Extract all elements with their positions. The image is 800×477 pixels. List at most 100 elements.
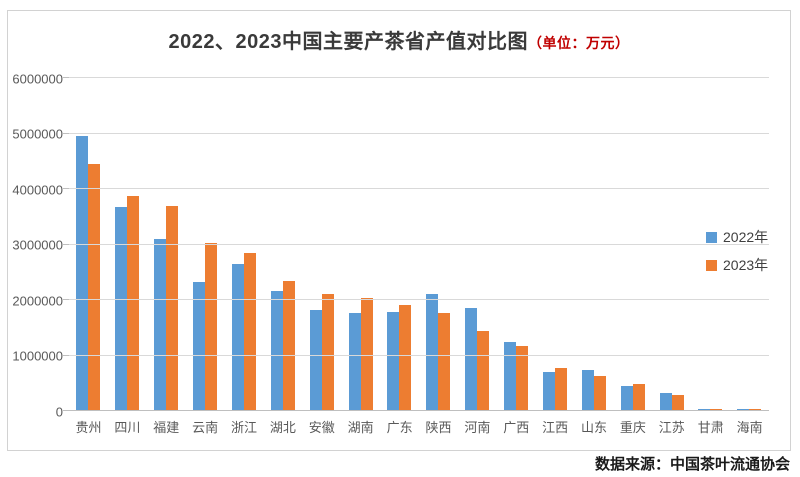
gridline [69,77,769,78]
bar-湖南-2022年 [348,312,361,411]
bar-山东-2023年 [593,376,606,411]
bar-四川-2022年 [115,207,128,411]
x-tick-label-四川: 四川 [114,420,141,435]
bar-湖北-2023年 [282,281,295,411]
bar-group-湖南 [348,78,373,411]
bar-安徽-2023年 [321,293,334,411]
y-tick-label: 5000000 [12,126,63,142]
bar-group-安徽 [309,78,334,411]
y-tick-label: 2000000 [12,293,63,309]
bar-河南-2023年 [477,330,490,411]
bar-group-河南 [465,78,490,411]
y-tick-label: 1000000 [12,348,63,364]
bar-云南-2022年 [193,282,206,411]
y-tick-label: 4000000 [12,182,63,198]
bar-group-重庆 [620,78,645,411]
gridline [69,354,769,356]
bar-group-福建 [154,78,179,411]
x-tick-label-山东: 山东 [581,420,608,435]
x-tick-label-云南: 云南 [192,420,219,435]
bar-广东-2022年 [387,312,400,411]
y-axis-tick [63,243,69,245]
bar-云南-2023年 [205,243,218,411]
x-tick-label-贵州: 贵州 [75,420,102,435]
bar-安徽-2022年 [309,310,322,411]
x-tick-label-河南: 河南 [464,420,491,435]
chart-title-unit: （单位：万元） [527,35,630,51]
x-tick-label-江西: 江西 [542,420,569,435]
gridline [69,188,769,189]
legend-label-2023: 2023年 [723,257,769,273]
chart-title-text: 2022、2023中国主要产茶省产值对比图 [168,31,528,53]
x-tick-label-安徽: 安徽 [308,420,335,435]
x-tick-label-福建: 福建 [153,420,180,435]
bar-group-广西 [504,78,529,411]
bar-group-江苏 [659,78,684,411]
bar-group-湖北 [270,78,295,411]
y-axis-tick [63,299,69,300]
bar-group-贵州 [76,78,101,411]
legend-swatch-2022-icon [706,231,717,243]
bar-浙江-2023年 [243,252,256,411]
gridline [69,132,769,134]
bar-陕西-2023年 [438,313,451,411]
y-axis-tick [63,188,69,189]
bar-江苏-2023年 [671,394,684,411]
bar-浙江-2022年 [231,264,244,411]
bar-湖北-2022年 [270,290,283,411]
bar-陕西-2022年 [426,293,439,411]
bar-福建-2022年 [154,238,167,411]
bar-group-山东 [581,78,606,411]
bar-四川-2023年 [127,196,140,411]
bar-重庆-2023年 [632,384,645,411]
x-tick-label-甘肃: 甘肃 [697,420,724,435]
bar-group-江西 [542,78,567,411]
x-tick-label-陕西: 陕西 [425,420,452,435]
bar-贵州-2023年 [88,164,101,411]
y-tick-label: 0 [55,404,63,419]
y-axis: 0 1000000 2000000 3000000 4000000 5000000 6000… [8,71,63,419]
y-axis-tick [63,132,69,134]
chart-title: 2022、2023中国主要产茶省产值对比图（单位：万元） [8,25,790,54]
bar-group-陕西 [426,78,451,411]
bar-group-四川 [115,78,140,411]
x-tick-label-湖南: 湖南 [347,420,374,435]
x-tick-label-浙江: 浙江 [231,420,258,435]
gridline [69,243,769,245]
x-tick-label-江苏: 江苏 [658,420,685,435]
bar-河南-2022年 [465,307,478,411]
x-tick-label-广西: 广西 [503,420,530,435]
y-tick-label: 3000000 [12,237,63,253]
bar-group-浙江 [231,78,256,411]
bar-group-广东 [387,78,412,411]
x-axis: 贵州 四川 福建 云南 浙江 湖北 安徽 湖南 广东 陕西 河南 广西 江西 山东 重庆 江苏 甘肃 海南 [69,417,769,436]
legend-item-2023: 2023年 [706,255,768,275]
bar-广西-2023年 [516,345,529,411]
chart-container: 2022、2023中国主要产茶省产值对比图（单位：万元） 0 1000000 200… [7,10,791,451]
bar-贵州-2022年 [76,135,89,411]
plot-area [63,77,769,411]
bar-江西-2022年 [542,372,555,411]
x-tick-label-湖北: 湖北 [269,420,296,435]
y-axis-tick [63,354,69,356]
data-source-note: 数据来源：中国茶叶流通协会 [594,457,790,473]
y-axis-tick [63,410,69,411]
x-tick-label-重庆: 重庆 [619,420,646,435]
bar-福建-2023年 [166,206,179,411]
bar-山东-2022年 [581,369,594,411]
x-tick-label-海南: 海南 [736,420,763,435]
legend-label-2022: 2022年 [723,229,769,245]
legend-item-2022: 2022年 [706,227,768,247]
legend: 2022年 2023年 [706,227,768,275]
legend-swatch-2023-icon [706,259,717,271]
bar-重庆-2022年 [620,386,633,411]
x-tick-label-广东: 广东 [386,420,413,435]
bar-group-云南 [193,78,218,411]
bar-江西-2023年 [554,368,567,411]
gridline [69,299,769,300]
bar-江苏-2022年 [659,393,672,411]
y-tick-label: 6000000 [12,71,63,86]
bar-广东-2023年 [399,305,412,411]
bars-row [69,78,769,411]
bar-广西-2022年 [504,341,517,411]
